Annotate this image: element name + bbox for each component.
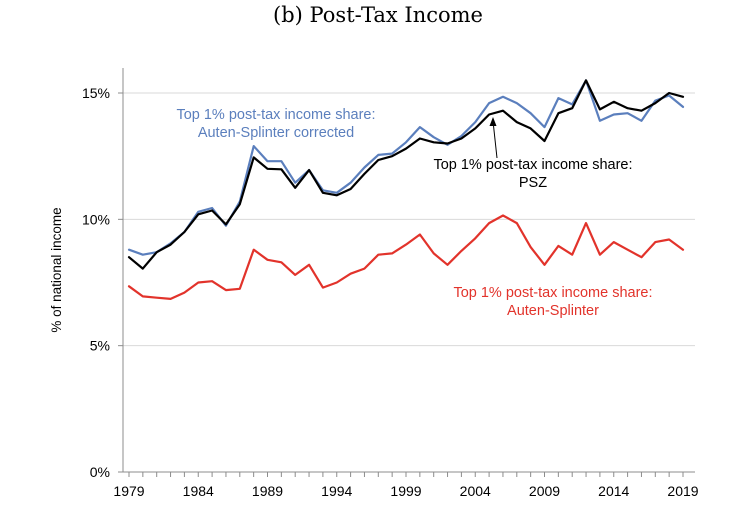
x-tick-label: 1979 xyxy=(113,483,144,499)
x-tick-label: 2019 xyxy=(667,483,698,499)
y-tick-label: 15% xyxy=(82,85,110,101)
gridlines xyxy=(123,92,695,347)
y-tick-label: 0% xyxy=(90,464,110,480)
series-layer xyxy=(127,79,685,300)
annotation-auten-splinter-line2: Auten-Splinter xyxy=(507,303,599,319)
psz-annotation-arrow xyxy=(492,120,498,159)
y-axis-title: % of national income xyxy=(49,207,64,332)
x-tick-label: 1984 xyxy=(183,483,214,499)
x-tick-label: 1994 xyxy=(321,483,352,499)
annotation-auten-splinter-corrected-line1: Top 1% post-tax income share: xyxy=(176,107,375,123)
x-tick-label: 2009 xyxy=(529,483,560,499)
x-tick-label: 2004 xyxy=(460,483,491,499)
annotation-auten-splinter-line1: Top 1% post-tax income share: xyxy=(453,285,652,301)
annotation-psz-line2: PSZ xyxy=(519,175,547,191)
x-axis-ticks: 1979 1984 1989 1994 1999 2004 2009 2014 2019 xyxy=(113,472,699,499)
series-line-top-1-post-tax-income-share-auten-splinter xyxy=(127,214,685,300)
x-tick-label: 2014 xyxy=(598,483,629,499)
chart-title: (b) Post-Tax Income xyxy=(273,3,483,27)
y-axis-ticks: 0% 5% 10% 15% xyxy=(82,85,123,480)
y-tick-label: 10% xyxy=(82,211,110,227)
y-tick-label: 5% xyxy=(90,338,110,354)
series-line-top-1-post-tax-income-share-psz xyxy=(127,79,685,270)
annotation-psz-line1: Top 1% post-tax income share: xyxy=(433,157,632,173)
psz-annotation-arrowhead xyxy=(489,117,497,126)
annotation-auten-splinter-corrected-line2: Auten-Splinter corrected xyxy=(198,125,354,141)
x-tick-label: 1999 xyxy=(390,483,421,499)
x-tick-label: 1989 xyxy=(252,483,283,499)
